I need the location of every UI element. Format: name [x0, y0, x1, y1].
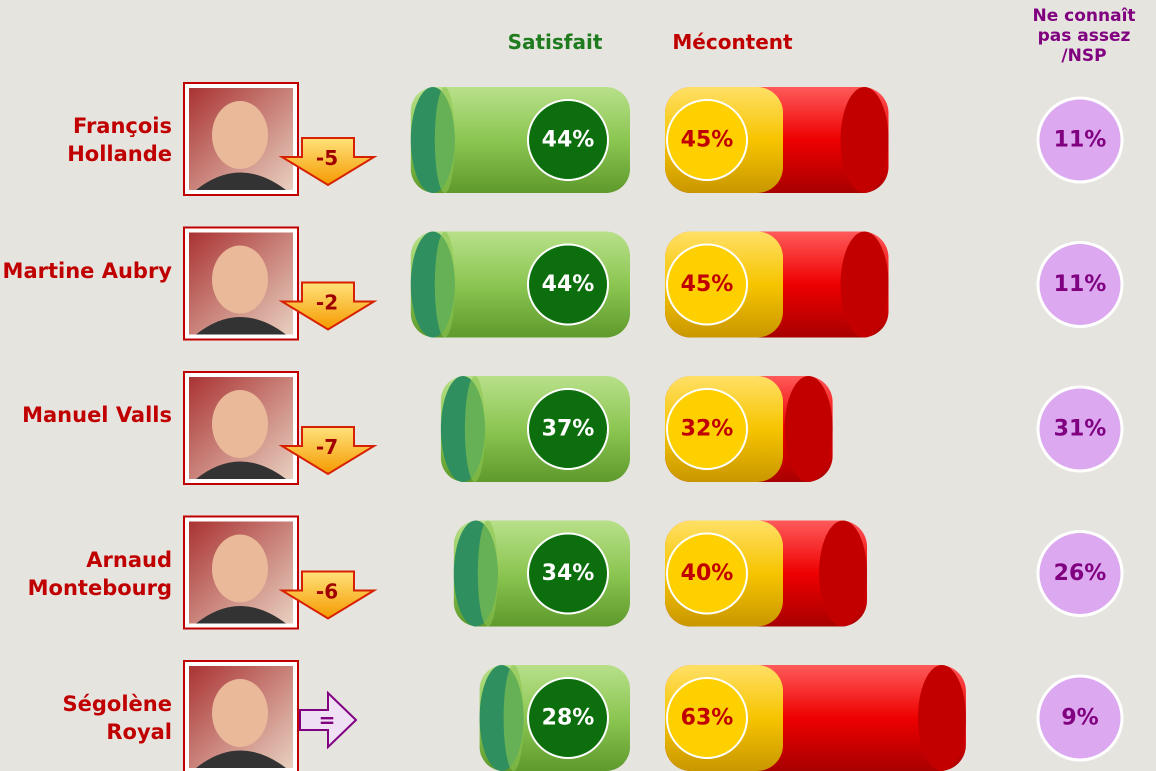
value-bubble [527, 532, 609, 615]
value-bubble [666, 243, 748, 326]
change-arrow [278, 281, 378, 331]
photo-face [212, 101, 268, 169]
change-arrow [278, 570, 378, 620]
nsp-bubble [1036, 241, 1124, 328]
value-bubble [666, 388, 748, 470]
photo-body [196, 317, 286, 335]
bar-cap [784, 376, 833, 482]
value-label: 44% [542, 128, 595, 153]
candidate-name: Martine Aubry [2, 258, 172, 283]
change-arrow [278, 137, 378, 187]
value-label: 32% [681, 417, 734, 442]
nsp-bubble [1036, 96, 1124, 184]
nsp-bubble [1036, 530, 1124, 617]
nsp-bubble [1036, 674, 1124, 762]
bar-cap [434, 87, 455, 193]
change-arrow [299, 690, 358, 750]
nsp-bubble [1036, 385, 1124, 473]
value-bubble [666, 99, 748, 181]
candidate-name: Ségolène Royal [62, 692, 172, 744]
value-label: 63% [681, 706, 734, 731]
legend-satisfait: Satisfait [507, 30, 603, 54]
bar-cap [917, 665, 966, 771]
photo-face [212, 679, 268, 747]
value-label: 11% [1054, 128, 1107, 153]
value-bubble [527, 243, 609, 326]
candidate-name: Manuel Valls [22, 403, 172, 427]
change-arrow [278, 426, 378, 476]
value-label: 34% [542, 561, 595, 586]
value-label: 40% [681, 561, 734, 586]
bar-cap [477, 520, 498, 627]
value-label: = [319, 708, 336, 732]
value-bubble [527, 388, 609, 470]
value-label: 44% [542, 272, 595, 297]
value-label: -5 [316, 146, 338, 170]
candidate-name: François Hollande [67, 114, 172, 166]
value-bubble [527, 677, 609, 759]
photo-face [212, 245, 268, 314]
value-label: 26% [1054, 561, 1107, 586]
bar-cap [434, 231, 455, 338]
bar-cap [840, 87, 889, 193]
photo-body [196, 461, 286, 479]
photo-face [212, 534, 268, 603]
value-label: 45% [681, 272, 734, 297]
photo-face [212, 390, 268, 458]
value-label: -2 [316, 291, 338, 315]
value-label: 45% [681, 128, 734, 153]
value-label: 31% [1054, 417, 1107, 442]
value-bubble [527, 99, 609, 181]
photo-body [196, 750, 286, 768]
bar-cap [819, 520, 867, 627]
legend-mecontent: Mécontent [672, 30, 793, 54]
bar-cap [464, 376, 485, 482]
value-bubble [666, 532, 748, 615]
bar-cap [503, 665, 524, 771]
bar-cap [840, 231, 889, 338]
value-label: 9% [1061, 706, 1098, 731]
legend-nsp: Ne connaît pas assez /NSP [1032, 6, 1136, 66]
value-bubble [666, 677, 748, 759]
value-label: -6 [316, 580, 338, 604]
candidate-name: Arnaud Montebourg [27, 547, 172, 600]
photo-body [196, 172, 286, 190]
value-label: 37% [542, 417, 595, 442]
value-label: 28% [542, 706, 595, 731]
value-label: -7 [316, 435, 338, 459]
value-label: 11% [1054, 272, 1107, 297]
photo-body [196, 606, 286, 624]
